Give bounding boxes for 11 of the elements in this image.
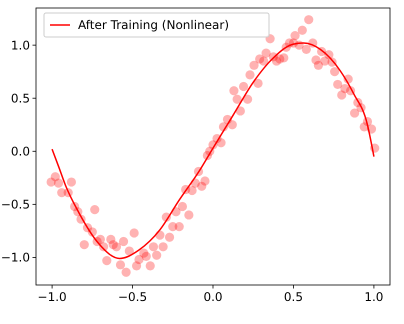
y-tick-label: −0.5 xyxy=(0,198,30,212)
x-tick-label: −1.0 xyxy=(38,290,67,304)
y-tick-label: −1.0 xyxy=(0,250,30,265)
y-tick-label: 1.0 xyxy=(10,38,30,52)
x-tick-label: −0.5 xyxy=(118,290,148,304)
x-tick-label: 1.0 xyxy=(364,290,384,304)
x-tick-label: 0.0 xyxy=(203,290,223,304)
y-tick-label: 0.5 xyxy=(10,91,30,106)
legend-label: After Training (Nonlinear) xyxy=(78,18,230,32)
y-tick-label: 0.0 xyxy=(10,144,30,158)
x-tick-label: 0.5 xyxy=(284,290,303,304)
